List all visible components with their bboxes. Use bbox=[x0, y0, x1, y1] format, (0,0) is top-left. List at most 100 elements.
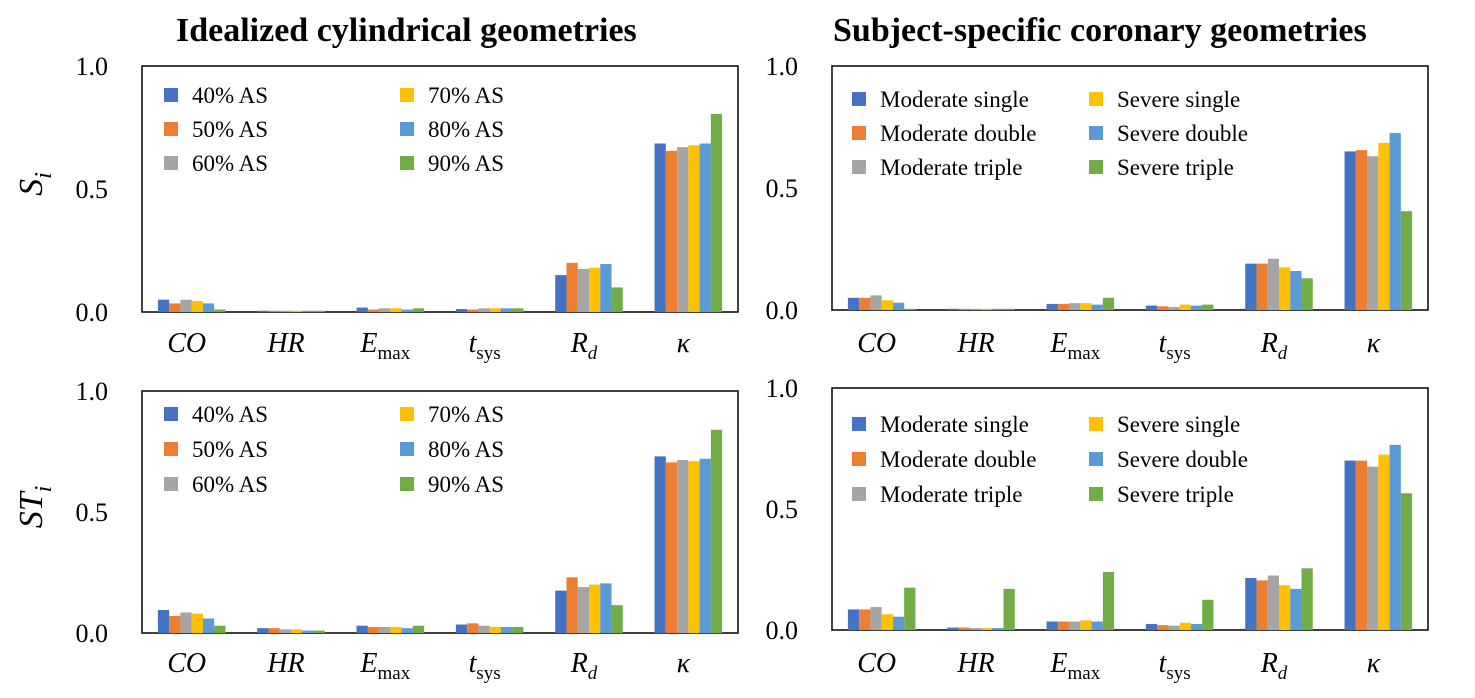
y-tick-label: 1.0 bbox=[76, 377, 109, 406]
bar-0-2 bbox=[870, 295, 882, 310]
bar-5-4 bbox=[1389, 444, 1401, 630]
bar-5-5 bbox=[710, 113, 723, 312]
bar-4-0 bbox=[1245, 263, 1257, 310]
category-label: Rd bbox=[1260, 648, 1288, 684]
category-label: Emax bbox=[1049, 648, 1100, 684]
legend-label: Severe triple bbox=[1117, 482, 1234, 507]
y-tick-label: 0.5 bbox=[766, 495, 799, 524]
legend-swatch bbox=[400, 407, 414, 421]
legend-label: Moderate double bbox=[880, 121, 1036, 146]
legend-swatch bbox=[400, 88, 414, 102]
legend-label: 70% AS bbox=[428, 83, 504, 108]
bar-3-5 bbox=[1202, 304, 1214, 310]
bar-4-2 bbox=[577, 268, 589, 312]
bar-0-3 bbox=[191, 300, 203, 312]
bar-2-1 bbox=[367, 309, 380, 312]
legend-swatch bbox=[164, 156, 178, 170]
category-label: κ bbox=[677, 328, 691, 359]
bar-5-3 bbox=[688, 461, 700, 633]
bar-3-1 bbox=[1157, 625, 1169, 630]
bar-1-1 bbox=[268, 628, 280, 633]
bar-3-4 bbox=[500, 308, 513, 312]
bar-4-4 bbox=[600, 583, 612, 633]
category-label: Rd bbox=[570, 328, 598, 364]
bar-5-2 bbox=[1367, 156, 1379, 310]
bar-4-5 bbox=[611, 287, 623, 312]
bar-2-4 bbox=[401, 309, 413, 312]
legend-swatch bbox=[852, 487, 866, 501]
category-label: HR bbox=[266, 328, 304, 359]
legend-label: 50% AS bbox=[192, 437, 268, 462]
bar-3-1 bbox=[467, 623, 479, 633]
y-tick-label: 0.0 bbox=[76, 298, 109, 327]
bar-3-4 bbox=[500, 626, 513, 633]
bar-4-1 bbox=[566, 577, 578, 633]
legend-label: Severe triple bbox=[1117, 155, 1234, 180]
chart-panel-2: 0.0 0.5 1.0 CO HR Emax tsys Rd κ Moderate single M… bbox=[766, 52, 1429, 364]
y-tick-label: 0.0 bbox=[766, 616, 799, 645]
legend-swatch bbox=[164, 477, 178, 491]
bar-3-3 bbox=[489, 626, 501, 633]
bar-5-3 bbox=[688, 145, 700, 312]
bar-3-4 bbox=[1190, 623, 1203, 630]
legend-label: 80% AS bbox=[428, 437, 504, 462]
bar-4-4 bbox=[600, 264, 612, 312]
bar-0-0 bbox=[157, 610, 170, 633]
bar-2-5 bbox=[412, 625, 425, 633]
bar-3-5 bbox=[1202, 599, 1214, 630]
legend-label: Severe single bbox=[1117, 412, 1240, 437]
bar-2-1 bbox=[1057, 621, 1070, 630]
bar-0-4 bbox=[202, 618, 215, 633]
legend-swatch bbox=[1089, 126, 1103, 140]
bar-5-3 bbox=[1378, 142, 1390, 310]
bar-5-1 bbox=[665, 150, 678, 312]
legend-swatch bbox=[1089, 452, 1103, 466]
bar-0-1 bbox=[859, 609, 871, 630]
bar-1-2 bbox=[969, 308, 981, 310]
category-label: CO bbox=[167, 328, 206, 359]
legend-swatch bbox=[164, 407, 178, 421]
bar-3-2 bbox=[478, 625, 490, 633]
bar-1-0 bbox=[257, 310, 269, 312]
bar-1-4 bbox=[302, 310, 314, 312]
legend-swatch bbox=[852, 126, 866, 140]
legend-label: 40% AS bbox=[192, 402, 268, 427]
bar-0-0 bbox=[847, 609, 860, 630]
bar-5-1 bbox=[1355, 150, 1368, 310]
bar-0-5 bbox=[904, 308, 916, 310]
bar-3-3 bbox=[1179, 622, 1191, 630]
category-label: HR bbox=[956, 648, 994, 679]
legend-swatch bbox=[164, 442, 178, 456]
bar-1-1 bbox=[958, 627, 970, 630]
bar-2-4 bbox=[1091, 621, 1103, 630]
bar-1-0 bbox=[257, 628, 269, 633]
title-subject-specific: Subject-specific coronary geometries bbox=[833, 12, 1367, 49]
legend-swatch bbox=[1089, 487, 1103, 501]
bar-5-5 bbox=[1400, 211, 1413, 310]
plot-frame bbox=[831, 387, 1429, 631]
bar-3-0 bbox=[455, 624, 468, 633]
bar-0-5 bbox=[214, 309, 226, 312]
bar-2-4 bbox=[1091, 304, 1103, 310]
bar-1-5 bbox=[313, 630, 325, 633]
category-label: κ bbox=[1367, 648, 1381, 679]
legend-label: 60% AS bbox=[192, 151, 268, 176]
bar-1-2 bbox=[279, 629, 291, 633]
y-axis-label: Si bbox=[13, 172, 57, 196]
bar-4-5 bbox=[1301, 568, 1313, 630]
legend-swatch bbox=[164, 122, 178, 136]
bar-2-3 bbox=[390, 626, 402, 633]
category-label: HR bbox=[956, 328, 994, 359]
category-label: CO bbox=[857, 648, 896, 679]
category-label: HR bbox=[266, 648, 304, 679]
legend-swatch bbox=[400, 156, 414, 170]
bar-0-2 bbox=[180, 612, 192, 633]
bar-0-2 bbox=[870, 607, 882, 630]
category-label: Emax bbox=[1049, 328, 1100, 364]
bar-0-5 bbox=[904, 587, 916, 630]
title-idealized: Idealized cylindrical geometries bbox=[176, 12, 637, 49]
category-label: CO bbox=[167, 648, 206, 679]
bar-4-3 bbox=[589, 267, 601, 312]
bar-3-0 bbox=[1145, 623, 1158, 630]
